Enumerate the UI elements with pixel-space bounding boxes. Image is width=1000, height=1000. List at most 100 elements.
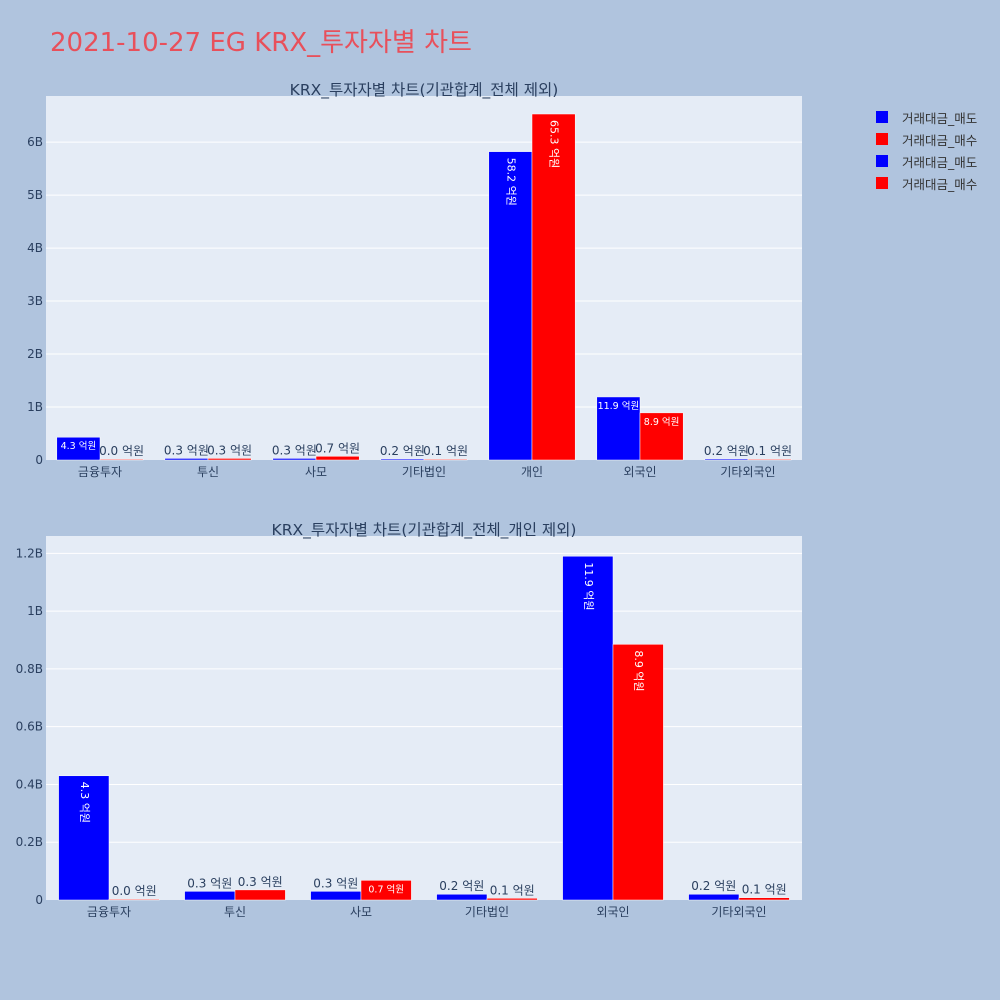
data-label: 0.2 억원 — [704, 444, 749, 458]
bar — [488, 151, 533, 461]
bar — [738, 897, 790, 901]
y-tick-label: 2B — [27, 347, 43, 361]
subplot-1: 0 1B 2B 3B 4B 5B 6B KRX_투자자별 차트(기관합계_전체 제외) 금융투자… — [27, 81, 802, 479]
data-label: 0.7 억원 — [315, 441, 360, 455]
data-label: 0.1 억원 — [747, 444, 792, 458]
data-label: 0.3 억원 — [272, 443, 317, 457]
data-label: 0.7 억원 — [368, 883, 404, 895]
y-tick-label: 0.8B — [16, 662, 43, 676]
data-label: 0.3 억원 — [164, 443, 209, 457]
subplot-title: KRX_투자자별 차트(기관합계_전체 제외) — [290, 81, 559, 100]
data-label: 4.3 억원 — [78, 782, 91, 823]
bar — [58, 775, 110, 901]
plot-area — [46, 96, 802, 460]
bar — [596, 396, 641, 461]
y-tick-label: 5B — [27, 188, 43, 202]
legend-label: 거래대금_매수 — [902, 132, 978, 148]
x-tick-label: 외국인 — [623, 465, 656, 479]
subplot-title: KRX_투자자별 차트(기관합계_전체_개인 제외) — [272, 521, 577, 540]
legend-item[interactable]: 거래대금_매도 — [876, 106, 977, 128]
bar — [486, 898, 538, 901]
y-tick-label: 0 — [35, 453, 43, 467]
data-label: 58.2 억원 — [504, 158, 517, 206]
bar — [380, 458, 425, 461]
bar — [56, 436, 101, 461]
y-tick-label: 0.2B — [16, 835, 43, 849]
bar — [704, 458, 749, 461]
legend-item[interactable]: 거래대금_매도 — [876, 150, 977, 172]
x-tick-label: 외국인 — [596, 905, 629, 919]
data-label: 0.3 억원 — [238, 875, 283, 889]
data-label: 0.2 억원 — [691, 879, 736, 893]
y-tick-label: 0 — [35, 893, 43, 907]
data-label: 0.3 억원 — [207, 443, 252, 457]
y-tick-label: 3B — [27, 294, 43, 308]
x-tick-label: 개인 — [521, 465, 543, 479]
bar — [234, 889, 286, 901]
legend-item[interactable]: 거래대금_매수 — [876, 128, 977, 150]
bar — [688, 893, 740, 901]
bar — [108, 898, 160, 901]
legend-item[interactable]: 거래대금_매수 — [876, 172, 977, 194]
data-label: 4.3 억원 — [61, 440, 97, 452]
legend-swatch — [876, 177, 888, 189]
x-tick-label: 기타외국인 — [711, 905, 766, 919]
x-tick-label: 기타외국인 — [720, 465, 775, 479]
data-label: 11.9 억원 — [582, 562, 595, 610]
data-label: 0.1 억원 — [490, 883, 535, 897]
bar — [436, 893, 488, 901]
legend-swatch — [876, 111, 888, 123]
page-title: 2021-10-27 EG KRX_투자자별 차트 — [50, 28, 472, 58]
data-label: 0.0 억원 — [99, 444, 144, 458]
legend-swatch — [876, 155, 888, 167]
bar — [360, 880, 412, 901]
legend: 거래대금_매도 거래대금_매수 거래대금_매도 거래대금_매수 — [876, 106, 977, 194]
x-tick-label: 투신 — [197, 465, 219, 479]
legend-label: 거래대금_매도 — [902, 110, 978, 126]
bar — [747, 458, 792, 461]
x-tick-label: 금융투자 — [87, 905, 131, 919]
x-tick-label: 금융투자 — [78, 465, 122, 479]
bar — [164, 458, 209, 461]
bar — [612, 644, 664, 901]
y-tick-label: 0.6B — [16, 720, 43, 734]
plot-area — [46, 536, 802, 900]
data-label: 0.1 억원 — [423, 444, 468, 458]
data-label: 0.2 억원 — [380, 444, 425, 458]
data-label: 0.0 억원 — [112, 884, 157, 898]
data-label: 8.9 억원 — [644, 416, 680, 428]
y-tick-label: 0.4B — [16, 777, 43, 791]
data-label: 0.1 억원 — [742, 883, 787, 897]
subplot-2: 0 0.2B 0.4B 0.6B 0.8B 1B 1.2B KRX_투자자별 차트(기관합계_… — [16, 521, 802, 919]
legend-label: 거래대금_매수 — [902, 176, 978, 192]
bar — [184, 891, 236, 901]
bar — [562, 555, 614, 901]
x-tick-label: 투신 — [224, 905, 246, 919]
bar — [423, 458, 468, 461]
data-label: 8.9 억원 — [632, 650, 645, 691]
x-tick-label: 사모 — [305, 465, 327, 479]
bar — [207, 458, 252, 461]
data-label: 0.3 억원 — [313, 876, 358, 890]
y-tick-label: 4B — [27, 241, 43, 255]
x-tick-label: 기타법인 — [465, 905, 509, 919]
data-label: 65.3 억원 — [548, 120, 561, 168]
legend-label: 거래대금_매도 — [902, 154, 978, 170]
legend-swatch — [876, 133, 888, 145]
bar — [99, 458, 144, 461]
bar — [272, 458, 317, 461]
bar — [531, 113, 576, 461]
bar — [315, 456, 360, 461]
y-tick-label: 1B — [27, 400, 43, 414]
y-tick-label: 6B — [27, 135, 43, 149]
y-tick-label: 1B — [27, 604, 43, 618]
bar — [310, 891, 362, 901]
bar — [639, 412, 684, 461]
x-tick-label: 사모 — [350, 905, 372, 919]
x-tick-label: 기타법인 — [402, 465, 446, 479]
data-label: 0.3 억원 — [187, 876, 232, 890]
y-tick-label: 1.2B — [16, 546, 43, 560]
data-label: 0.2 억원 — [439, 879, 484, 893]
data-label: 11.9 억원 — [598, 400, 640, 412]
